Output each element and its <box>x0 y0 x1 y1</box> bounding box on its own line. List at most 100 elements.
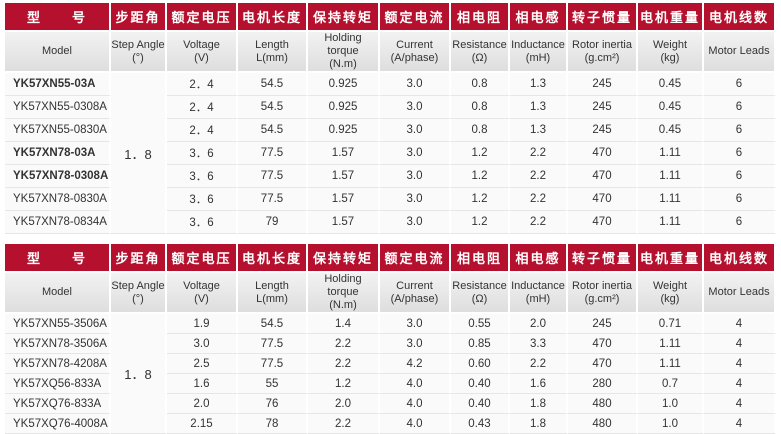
table-row: YK57XN55-0308A 2．4 54.5 0.925 3.0 0.8 1.3 245 0.… <box>5 96 776 119</box>
table-row: YK57XQ76-833A 2.0 76 2.0 4.0 0.40 1.8 480 1.0 4 <box>5 394 776 414</box>
value-cell: 3.0 <box>380 165 451 188</box>
value-cell: 480 <box>568 414 638 434</box>
value-cell: 4.2 <box>380 354 451 374</box>
model-cell: YK57XN78-0834A <box>5 211 111 234</box>
table-row: YK57XN78-4208A 2.5 77.5 2.2 4.2 0.60 2.2 470 1.1… <box>5 354 776 374</box>
value-cell: 0.45 <box>638 96 704 119</box>
value-cell: 3.0 <box>380 73 451 96</box>
value-cell: 77.5 <box>238 188 308 211</box>
header-en: Holding torque (N.m) <box>308 273 380 314</box>
value-cell: 4 <box>704 314 776 334</box>
step-angle-cell: 1．8 <box>111 73 167 234</box>
value-cell: 280 <box>568 374 638 394</box>
value-cell: 1.0 <box>638 414 704 434</box>
header-en: Voltage (V) <box>167 32 238 73</box>
value-cell: 78 <box>238 414 308 434</box>
value-cell: 54.5 <box>238 96 308 119</box>
value-cell: 2.2 <box>510 165 568 188</box>
table-row: YK57XN55-3506A 1．8 1.9 54.5 1.4 3.0 0.55 2.0 245… <box>5 314 776 434</box>
header-en-line: Weight <box>652 38 688 51</box>
value-cell: 2．4 <box>167 73 238 96</box>
header-en: Rotor inertia (g.cm²) <box>568 273 638 314</box>
value-cell: 0.45 <box>638 73 704 96</box>
value-cell: 470 <box>568 165 638 188</box>
model-cell: YK57XN78-0830A <box>5 188 111 211</box>
value-cell: 3.0 <box>380 188 451 211</box>
value-cell: 1.3 <box>510 119 568 142</box>
value-cell: 1.11 <box>638 354 704 374</box>
value-cell: 470 <box>568 334 638 354</box>
value-cell: 0.55 <box>451 314 510 334</box>
value-cell: 3.0 <box>380 96 451 119</box>
header-row-cn: 型 号步距角 额定电压 电机长度 保持转矩 额定电流 相电阻 相电感 转子惯量 电机重量 电机线数 <box>5 244 776 273</box>
value-cell: 1.6 <box>510 374 568 394</box>
value-cell: 54.5 <box>238 314 308 334</box>
value-cell: 480 <box>568 394 638 414</box>
table-row: YK57XN78-03A 3．6 77.5 1.57 3.0 1.2 2.2 470 1.11 6 <box>5 142 776 165</box>
header-cn: 电机线数 <box>704 3 776 32</box>
header-en: Current (A/phase) <box>380 32 451 73</box>
header-cn: 电机长度 <box>238 244 308 273</box>
header-row-en: Model Step Angle (°) Voltage (V) Length L(mm) H… <box>5 273 776 314</box>
header-row-en: Model Step Angle (°) Voltage (V) Length L(mm) H… <box>5 32 776 73</box>
header-en-line: Resistance <box>452 38 507 51</box>
value-cell: 0.71 <box>638 314 704 334</box>
header-en: Resistance (Ω) <box>451 273 510 314</box>
model-cell: YK57XN78-4208A <box>5 354 111 374</box>
value-cell: 1.2 <box>451 142 510 165</box>
model-cell: YK57XN78-3506A <box>5 334 111 354</box>
value-cell: 77.5 <box>238 334 308 354</box>
header-cn: 电机线数 <box>704 244 776 273</box>
value-cell: 54.5 <box>238 73 308 96</box>
header-en-line: (°) <box>132 51 144 64</box>
header-en-line: Model <box>42 45 72 57</box>
value-cell: 470 <box>568 211 638 234</box>
header-en: Weight (kg) <box>638 32 704 73</box>
table-row: YK57XN55-0830A 2．4 54.5 0.925 3.0 0.8 1.3 245 0.… <box>5 119 776 142</box>
value-cell: 3．6 <box>167 142 238 165</box>
table-row: YK57XN78-0308A 3．6 77.5 1.57 3.0 1.2 2.2 470 1.1… <box>5 165 776 188</box>
step-angle-cell: 1．8 <box>111 314 167 434</box>
header-en: Voltage (V) <box>167 273 238 314</box>
header-cn: 相电阻 <box>451 3 510 32</box>
table-row: YK57XN78-0834A 3．6 79 1.57 3.0 1.2 2.2 470 1.11 6 <box>5 211 776 234</box>
header-cn: 转子惯量 <box>568 3 638 32</box>
header-en-line: Rotor inertia <box>572 38 632 51</box>
value-cell: 4 <box>704 354 776 374</box>
header-en: Length L(mm) <box>238 273 308 314</box>
value-cell: 1.9 <box>167 314 238 334</box>
header-cn: 电机重量 <box>638 3 704 32</box>
header-cn: 额定电压 <box>167 244 238 273</box>
header-en-line: (Ω) <box>471 51 488 64</box>
header-en: Current (A/phase) <box>380 273 451 314</box>
value-cell: 1.11 <box>638 142 704 165</box>
value-cell: 79 <box>238 211 308 234</box>
value-cell: 1.11 <box>638 334 704 354</box>
value-cell: 0.43 <box>451 414 510 434</box>
value-cell: 3．6 <box>167 188 238 211</box>
header-en-line: (g.cm²) <box>584 292 620 305</box>
header-en-line: (kg) <box>660 292 680 305</box>
value-cell: 3.3 <box>510 334 568 354</box>
header-row-cn: 型 号步距角 额定电压 电机长度 保持转矩 额定电流 相电阻 相电感 转子惯量 电机重量 电机线数 <box>5 3 776 32</box>
header-en: Resistance (Ω) <box>451 32 510 73</box>
header-en-line: (N.m) <box>329 299 357 311</box>
header-cn: 相电阻 <box>451 244 510 273</box>
header-cn: 相电感 <box>510 244 568 273</box>
model-cell: YK57XQ56-833A <box>5 374 111 394</box>
header-en-line: (Ω) <box>471 292 488 305</box>
model-cell: YK57XN55-0308A <box>5 96 111 119</box>
value-cell: 0.45 <box>638 119 704 142</box>
header-en-line: (°) <box>132 292 144 305</box>
value-cell: 1.2 <box>308 374 380 394</box>
header-en: Motor Leads <box>704 32 776 73</box>
value-cell: 245 <box>568 73 638 96</box>
header-en-line: Holding torque <box>324 273 362 298</box>
value-cell: 6 <box>704 142 776 165</box>
header-en-line: (mH) <box>525 292 551 305</box>
value-cell: 4.0 <box>380 414 451 434</box>
header-en-line: (V) <box>194 292 209 305</box>
value-cell: 1.57 <box>308 188 380 211</box>
value-cell: 470 <box>568 188 638 211</box>
model-cell: YK57XQ76-4008A <box>5 414 111 434</box>
